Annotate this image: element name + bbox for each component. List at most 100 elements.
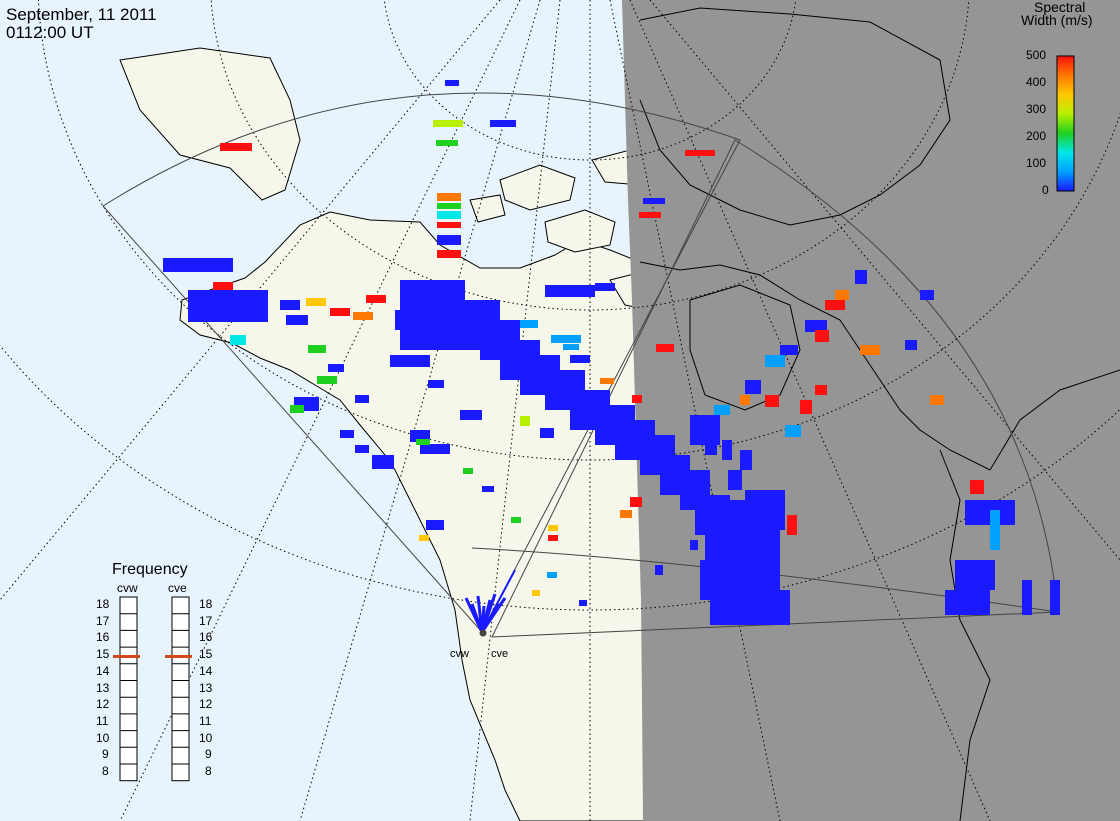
arctic-island	[469, 194, 506, 223]
colorbar-tick-label: 200	[1026, 129, 1047, 143]
data-cell	[516, 320, 538, 328]
data-cell	[690, 540, 698, 550]
data-band-cell	[395, 310, 455, 330]
data-cell	[353, 312, 373, 320]
meridian-line	[299, 0, 541, 821]
site-label-cve: cve	[491, 648, 509, 660]
frequency-scale-box	[171, 596, 190, 782]
near-range-cell	[480, 593, 497, 633]
data-band-cell	[715, 500, 745, 520]
frequency-scale-label-left: 18	[96, 597, 110, 611]
site-label-cvw: cvw	[450, 648, 469, 660]
frequency-scale-label-left: 9	[102, 747, 109, 762]
data-cell	[595, 283, 615, 291]
data-cell	[570, 355, 590, 363]
data-cell	[532, 590, 540, 596]
data-cell	[213, 282, 233, 290]
data-cell	[780, 345, 798, 355]
data-cell	[490, 120, 516, 127]
data-cell	[805, 320, 827, 332]
data-cell	[460, 410, 482, 420]
data-cell	[366, 295, 386, 303]
coastline-east	[939, 449, 991, 821]
frequency-scale-label-right: 15	[199, 647, 213, 662]
data-cell	[620, 510, 632, 518]
colorbar-tick-label: 100	[1026, 156, 1047, 170]
data-cell	[655, 565, 663, 575]
data-band-cell	[745, 490, 785, 530]
fov-cve	[491, 139, 1059, 638]
time-label: 0112:00 UT	[6, 23, 94, 42]
data-cell	[785, 425, 801, 437]
data-cell	[163, 258, 233, 272]
colorbar-tick-label: 400	[1026, 75, 1047, 89]
data-cell	[445, 80, 459, 86]
frequency-scale-label-right: 14	[199, 663, 213, 678]
data-cell	[815, 385, 827, 395]
data-cell	[579, 600, 587, 606]
frequency-scale-label-left: 15	[96, 647, 110, 662]
meridian-line	[629, 0, 991, 821]
data-band-cell	[690, 415, 720, 445]
data-cell	[905, 340, 917, 350]
data-cell	[306, 298, 326, 306]
data-cell	[639, 212, 661, 218]
data-cell	[330, 308, 350, 316]
coastline-night	[639, 261, 1120, 471]
frequency-title: Frequency	[112, 561, 188, 578]
frequency-scale-label-left: 17	[96, 613, 110, 628]
data-cell	[955, 560, 995, 590]
data-cell	[328, 364, 344, 372]
data-cell	[416, 439, 430, 445]
frequency-scale-label-right: 13	[199, 680, 213, 695]
data-cell	[643, 198, 665, 204]
data-cell	[548, 525, 558, 531]
data-cell	[437, 235, 461, 245]
data-cell	[420, 444, 450, 454]
data-cell	[317, 376, 337, 384]
data-cell	[437, 193, 461, 201]
frequency-scale-label-left: 14	[96, 663, 110, 678]
data-cell	[511, 517, 521, 523]
frequency-scale-label-right: 10	[199, 730, 213, 745]
radar-site-marker	[479, 629, 487, 637]
data-cell	[437, 222, 461, 228]
frequency-scale-label-left: 13	[96, 680, 110, 695]
data-cell	[540, 428, 554, 438]
arctic-island	[499, 164, 576, 211]
data-cell	[656, 344, 674, 352]
data-cell	[630, 497, 642, 507]
frequency-scale-label-right: 12	[199, 697, 213, 712]
data-cell	[855, 270, 867, 284]
data-cell	[835, 290, 849, 300]
data-cell	[419, 535, 429, 541]
data-cell	[970, 480, 984, 494]
data-cell	[437, 203, 461, 209]
frequency-scale-label-right: 9	[205, 747, 212, 762]
colorbar	[1056, 55, 1075, 192]
frequency-scale-label-right: 16	[199, 630, 213, 645]
data-cell	[722, 440, 732, 460]
data-cell	[600, 378, 614, 384]
frequency-scale-label-right: 11	[199, 713, 212, 728]
data-cell	[426, 520, 444, 530]
data-cell	[520, 416, 530, 426]
meridian-line	[609, 0, 781, 821]
data-cell	[340, 430, 354, 438]
data-cell	[308, 345, 326, 353]
meridian-line	[649, 0, 1120, 561]
frequency-scale-label-left: 10	[96, 730, 110, 745]
colorbar-title-line2: Width (m/s)	[1021, 12, 1093, 28]
coastline-hudson	[689, 284, 801, 411]
data-cell	[355, 395, 369, 403]
data-band-cell	[390, 355, 430, 367]
data-cell	[800, 400, 812, 414]
data-cell	[286, 315, 308, 325]
data-cell	[463, 468, 473, 474]
data-cell	[563, 344, 579, 350]
data-cell	[765, 355, 785, 367]
arctic-island	[544, 209, 616, 253]
colorbar-tick-label: 300	[1026, 102, 1047, 116]
data-cell	[765, 395, 779, 407]
near-range-cell	[481, 569, 516, 633]
